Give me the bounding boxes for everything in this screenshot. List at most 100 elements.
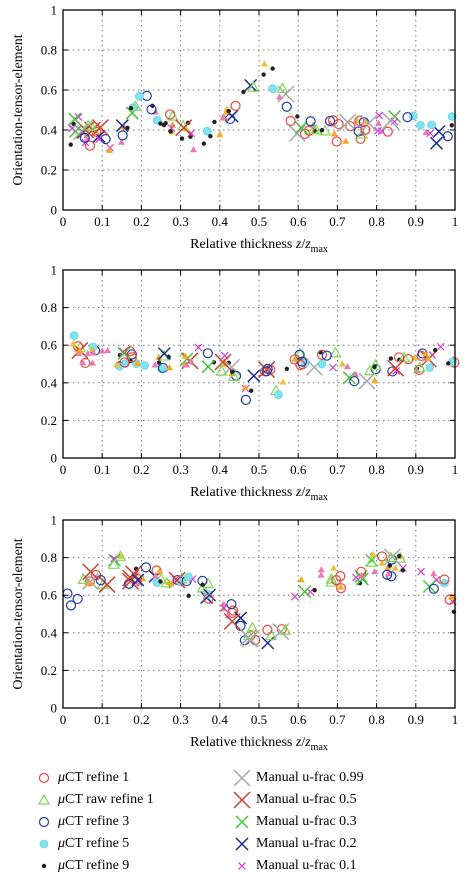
data-point (324, 115, 336, 127)
legend-marker (41, 863, 47, 869)
y-tick-label: 1 (51, 263, 58, 278)
y-tick-label: 0.4 (41, 123, 58, 138)
data-point (223, 612, 241, 631)
data-point (317, 349, 328, 360)
data-point (158, 121, 163, 126)
data-point (182, 124, 190, 132)
data-point (288, 124, 306, 142)
data-point (202, 348, 213, 359)
data-point (135, 578, 143, 586)
data-point (429, 136, 444, 150)
data-point (358, 372, 376, 390)
data-point (403, 354, 414, 365)
y-tick-label: 0 (51, 451, 58, 466)
data-point (291, 592, 299, 601)
plot-frame (62, 519, 456, 709)
data-point (113, 360, 121, 368)
data-point (227, 370, 240, 382)
data-point (165, 109, 176, 120)
data-point (427, 120, 436, 130)
x-tick-label: 0.1 (94, 462, 110, 477)
data-point (223, 358, 241, 376)
y-tick-label: 0.6 (41, 338, 58, 353)
x-tick-label: 0 (60, 214, 67, 229)
data-point (356, 127, 369, 139)
data-point (360, 124, 371, 135)
data-point (285, 115, 296, 127)
legend-label: μCT raw refine 1 (58, 792, 154, 807)
data-point (424, 354, 432, 361)
x-tick-label: 1 (452, 462, 459, 477)
data-point (179, 136, 185, 141)
data-point (203, 593, 214, 604)
data-point (261, 72, 266, 77)
legend-marker-shape (37, 793, 51, 805)
data-point (384, 563, 392, 570)
data-point (273, 390, 283, 399)
data-point (122, 569, 140, 587)
data-point (296, 356, 308, 367)
legend-marker-shape (39, 839, 49, 849)
data-point (194, 343, 203, 352)
data-point (284, 366, 290, 372)
data-point (392, 366, 401, 375)
data-point (246, 621, 259, 633)
data-point (371, 376, 379, 384)
data-point (343, 362, 351, 370)
data-point (375, 111, 384, 120)
data-point (369, 550, 377, 557)
data-point (155, 567, 163, 574)
legend-marker (39, 839, 49, 849)
data-point (384, 570, 392, 577)
data-point (325, 572, 338, 584)
data-point (268, 84, 278, 93)
x-axis-label: Relative thickness z/zmax (190, 237, 328, 255)
data-point (371, 568, 379, 575)
data-point (382, 569, 393, 580)
y-tick-label: 0.2 (41, 663, 57, 678)
legend-label: Manual u-frac 0.99 (256, 770, 364, 785)
x-tick-label: 0 (60, 712, 67, 727)
data-point (244, 78, 258, 92)
data-point (226, 599, 237, 610)
data-point (372, 364, 377, 370)
data-point (277, 85, 295, 103)
data-point (105, 146, 113, 153)
data-point (354, 115, 365, 126)
y-tick-label: 0.4 (41, 625, 58, 640)
data-point (91, 118, 109, 137)
legend-item: μCT refine 3 (30, 812, 129, 832)
data-point (339, 113, 357, 131)
legend-item: μCT refine 9 (30, 856, 129, 876)
legend-marker (238, 862, 246, 870)
legend-item: μCT raw refine 1 (30, 790, 154, 810)
legend-marker-shape (233, 791, 251, 809)
legend-label: μCT refine 9 (58, 858, 130, 873)
x-axis-label: Relative thickness z/zmax (190, 735, 328, 753)
legend-marker (38, 816, 50, 828)
data-point (166, 354, 171, 360)
data-point (430, 569, 438, 577)
data-point (329, 346, 342, 358)
data-point (330, 130, 338, 137)
data-point (230, 369, 235, 374)
data-point (447, 593, 455, 600)
legend-item: Manual u-frac 0.1 (228, 856, 357, 876)
data-point (228, 605, 239, 616)
legend-marker-shape (38, 772, 50, 784)
data-points (62, 548, 457, 650)
data-point (444, 594, 455, 605)
data-point (388, 356, 394, 361)
data-point (374, 119, 382, 126)
data-point (126, 352, 137, 363)
data-points (69, 331, 460, 405)
y-tick-label: 0.4 (41, 375, 58, 390)
data-point (360, 114, 378, 132)
data-point (166, 109, 179, 121)
data-point (398, 351, 411, 363)
legend-label: Manual u-frac 0.3 (256, 814, 357, 829)
data-point (321, 350, 332, 361)
data-point (201, 360, 215, 374)
data-point (307, 122, 320, 134)
